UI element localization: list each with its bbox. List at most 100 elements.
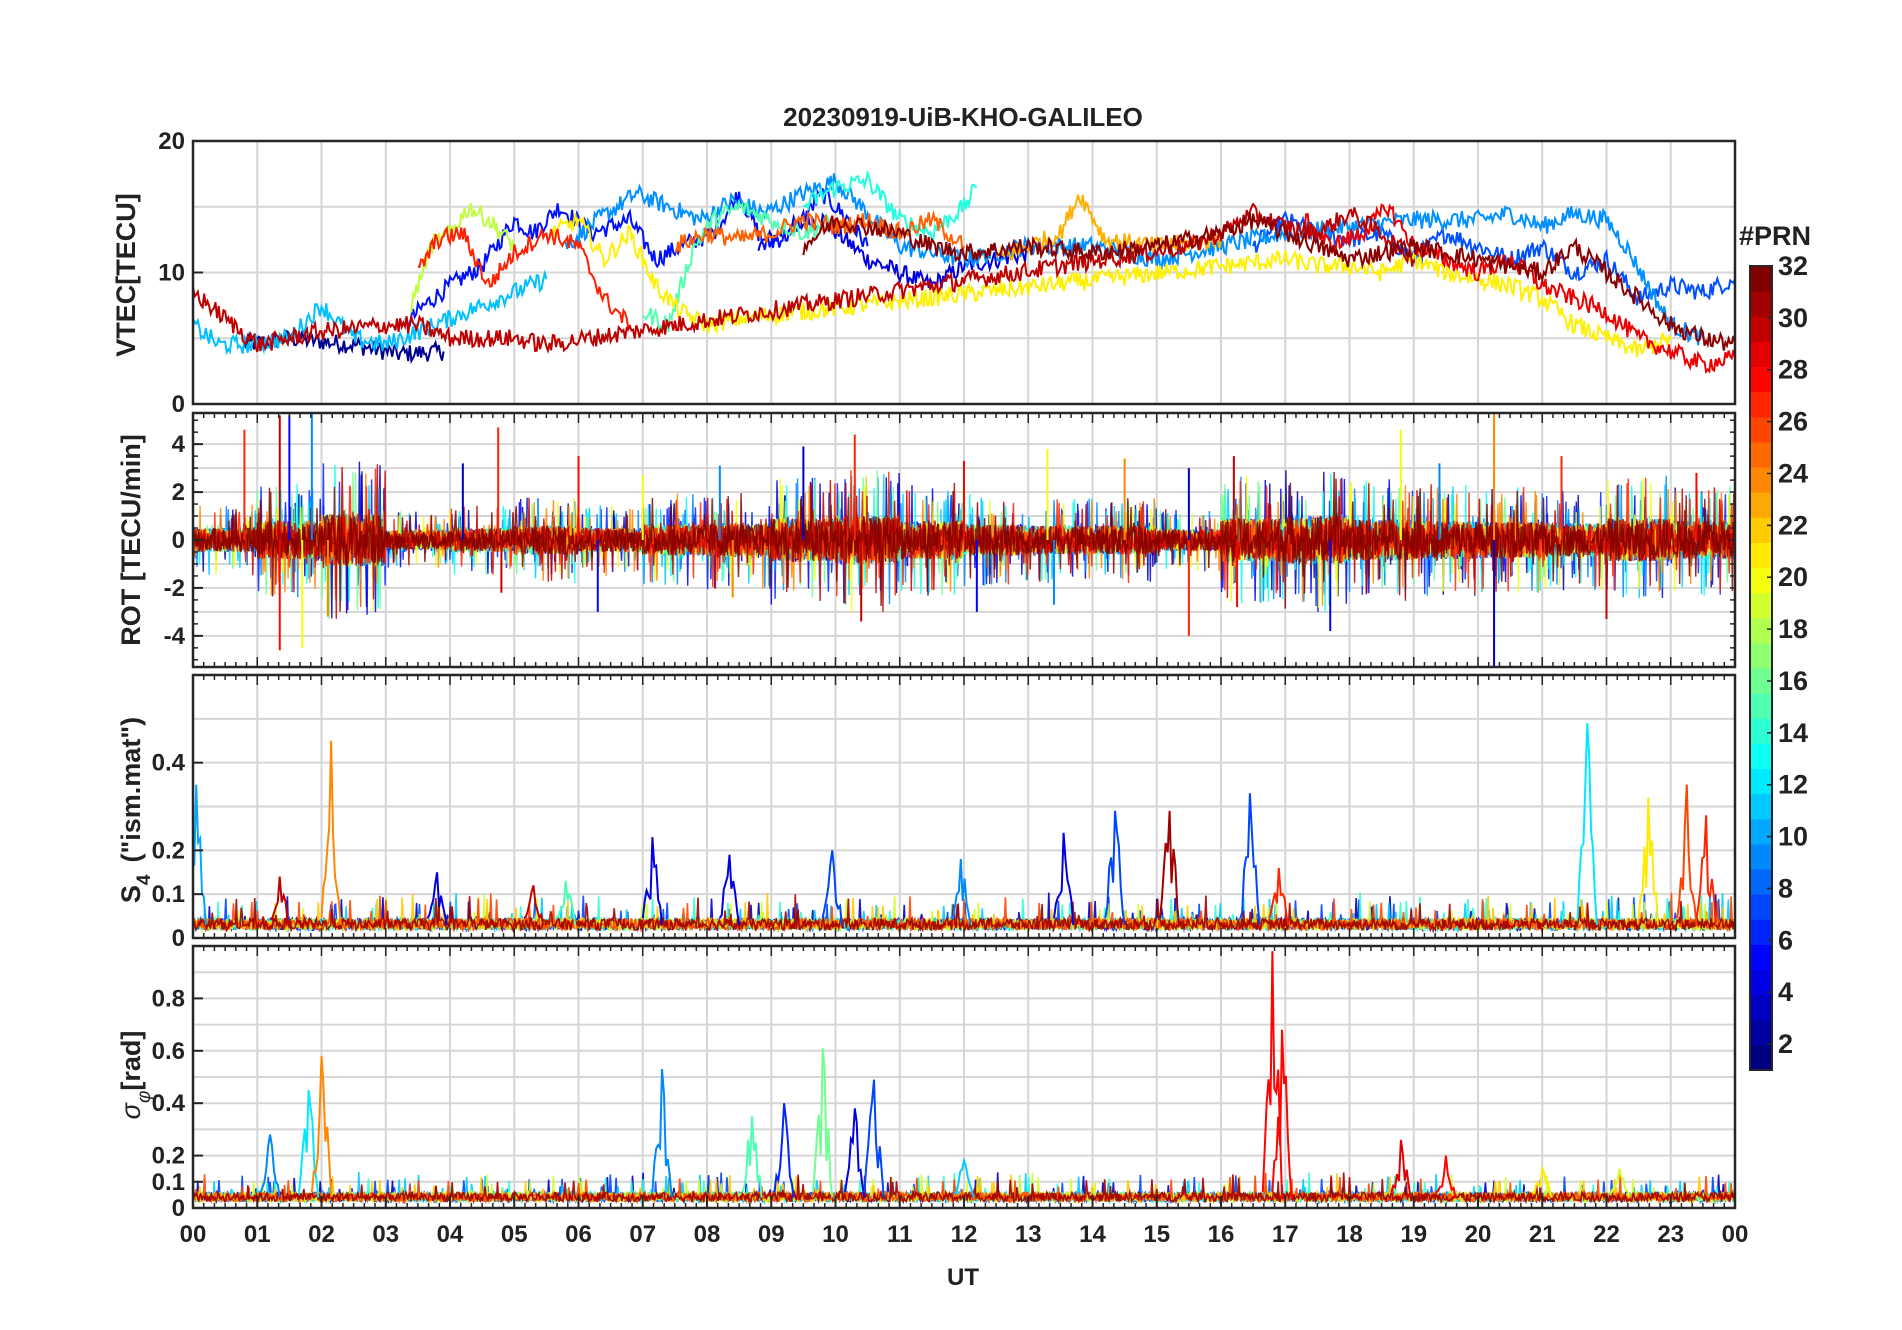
colorbar-level: [1750, 718, 1772, 744]
sigma_phi-peak-prn-7: [863, 1079, 885, 1198]
x-axis-label: UT: [947, 1264, 979, 1291]
s4-peak-prn-9: [951, 859, 972, 926]
s4-peak-prn-7: [1104, 810, 1126, 926]
colorbar-level: [1750, 944, 1772, 970]
s4-peak-prn-4: [718, 854, 741, 926]
vtec-series-prn-28: [1303, 203, 1735, 375]
ytick-label-s4: 0.1: [152, 881, 185, 908]
s4-peak-prn-24: [320, 740, 342, 925]
colorbar-tick-label: 10: [1778, 822, 1808, 852]
colorbar-level: [1750, 994, 1772, 1021]
s4-peak-prn-7: [821, 850, 843, 926]
colorbar-level: [1750, 467, 1772, 493]
ytick-label-s4: 0.4: [152, 750, 186, 777]
vtec-series-prn-19: [410, 202, 516, 313]
xtick-label: 15: [1143, 1221, 1170, 1248]
sigma_phi-peak-prn-9: [651, 1069, 673, 1198]
xtick-label: 06: [565, 1221, 592, 1248]
colorbar-tick-label: 26: [1778, 407, 1808, 437]
xtick-label: 16: [1208, 1221, 1235, 1248]
s4-peak-prn-30: [523, 885, 545, 926]
colorbar-level: [1750, 416, 1772, 443]
colorbar-tick-label: 14: [1778, 718, 1808, 748]
colorbar-level: [1750, 266, 1772, 292]
sigma_phi-peak-prn-28: [1435, 1155, 1457, 1198]
s4-peak-prn-4: [1053, 832, 1075, 925]
colorbar-tick-label: 28: [1778, 355, 1808, 385]
colorbar-frame: [1749, 265, 1773, 1071]
colorbar-tick-label: 4: [1778, 977, 1793, 1007]
colorbar-level: [1750, 969, 1772, 996]
xtick-label: 11: [887, 1221, 912, 1248]
ylabel-s4-subscript: 4: [134, 874, 155, 885]
colorbar-level: [1750, 894, 1772, 920]
vtec-series-prn-30: [193, 202, 1415, 355]
ytick-label-rot: -2: [164, 575, 185, 602]
vtec-series-prn-15: [642, 199, 837, 333]
colorbar-level: [1750, 818, 1772, 845]
vtec-series-prn-25: [674, 210, 965, 254]
sigma_phi-peak-prn-21: [1532, 1164, 1553, 1198]
vtec-series-prn-32: [802, 212, 1735, 351]
figure-title: 20230919-UiB-KHO-GALILEO: [783, 102, 1143, 132]
xtick-label: 19: [1400, 1221, 1427, 1248]
colorbar-level: [1750, 642, 1772, 669]
colorbar-level: [1750, 919, 1772, 945]
ytick-label-sigma_phi: 0: [172, 1195, 185, 1222]
axes-layer: 01020-4-202400.10.20.400.10.20.40.60.800…: [152, 128, 1749, 1248]
ytick-label-sigma_phi: 0.1: [152, 1169, 185, 1196]
vtec-series-prn-27: [417, 225, 631, 333]
colorbar-tick-label: 6: [1778, 925, 1793, 955]
s4-peak-prn-7: [1239, 793, 1261, 925]
colorbar-tick-label: 12: [1778, 770, 1808, 800]
xtick-label: 08: [694, 1221, 721, 1248]
s4-peak-prn-27: [1695, 815, 1717, 925]
ylabel-rot: ROT [TECU/min]: [116, 434, 146, 645]
vtec-series-prn-11: [193, 269, 548, 356]
ylabel-s4-unit: ("ism.mat"): [116, 717, 146, 863]
ylabel-s4: S4 ("ism.mat"): [116, 717, 155, 903]
xtick-label: 09: [758, 1221, 785, 1248]
colorbar-level: [1750, 869, 1772, 895]
ytick-label-s4: 0: [172, 925, 185, 952]
xtick-label: 07: [629, 1221, 656, 1248]
colorbar-level: [1750, 542, 1772, 568]
ytick-label-sigma_phi: 0.6: [152, 1038, 185, 1065]
sigma_phi-peak-prn-28: [1271, 1029, 1293, 1198]
xtick-label: 04: [437, 1221, 464, 1248]
vtec-series-prn-21: [551, 213, 1672, 358]
colorbar-level: [1750, 341, 1772, 367]
ytick-label-rot: 2: [172, 479, 185, 506]
ylabel-sigma-subscript: φ: [134, 1091, 155, 1103]
ytick-label-vtec: 20: [158, 128, 185, 155]
colorbar-level: [1750, 743, 1772, 769]
sigma_phi-peak-prn-4: [844, 1108, 866, 1198]
plot-vtec: [193, 169, 1735, 375]
colorbar-tick-label: 24: [1778, 458, 1808, 488]
xtick-label: 22: [1593, 1221, 1620, 1248]
sigma_phi-peak-prn-24: [310, 1055, 333, 1198]
ylabel-sigma-symbol: σ: [116, 1101, 146, 1119]
ytick-label-vtec: 0: [172, 391, 185, 418]
sigma_phi-peak-prn-19: [1609, 1168, 1630, 1198]
ytick-label-s4: 0.2: [152, 837, 185, 864]
colorbar-level: [1750, 768, 1772, 795]
colorbar-level: [1750, 441, 1772, 468]
ytick-label-sigma_phi: 0.2: [152, 1143, 185, 1170]
s4-peak-prn-21: [1637, 797, 1659, 925]
colorbar-tick-label: 2: [1778, 1029, 1793, 1059]
xtick-label: 18: [1336, 1221, 1363, 1248]
ylabel-s4-symbol: S: [116, 885, 146, 903]
xtick-label: 00: [1722, 1221, 1749, 1248]
ylabel-vtec-group: VTEC[TECU]: [111, 193, 141, 357]
colorbar-tick-label: 30: [1778, 303, 1808, 333]
colorbar-title: #PRN: [1739, 221, 1811, 251]
ylabel-sigma-unit: [rad]: [116, 1031, 146, 1091]
ylabel-rot-group: ROT [TECU/min]: [116, 434, 146, 645]
colorbar-tick-label: 8: [1778, 873, 1793, 903]
sigma_phi-peak-prn-29: [1390, 1139, 1412, 1198]
colorbar-level: [1750, 291, 1772, 317]
colorbar-level: [1750, 366, 1772, 393]
s4-peak-prn-12: [1576, 723, 1598, 925]
